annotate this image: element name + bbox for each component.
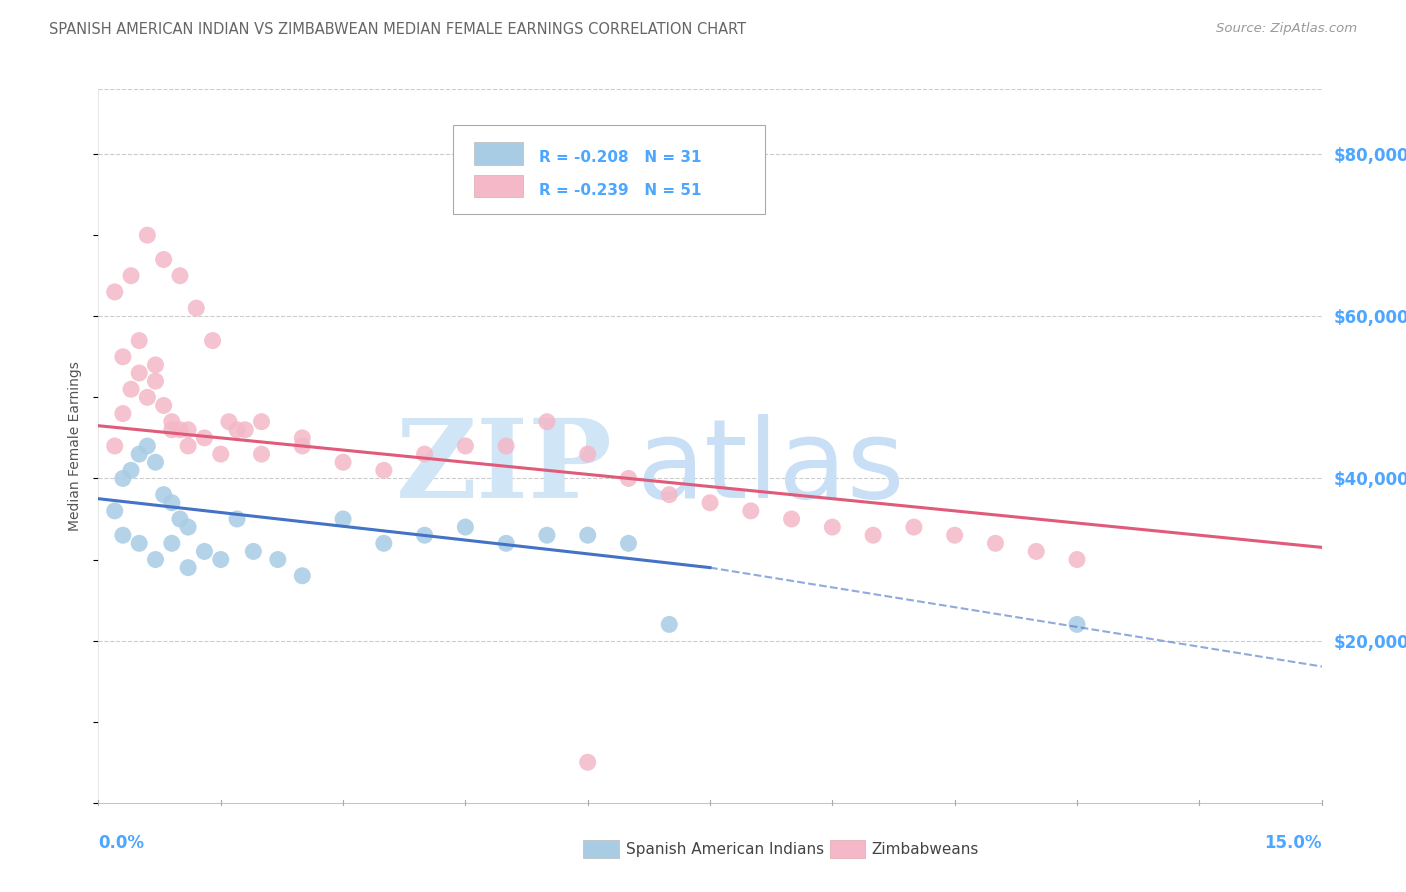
Point <box>111 471 134 485</box>
Point <box>177 520 200 534</box>
Point <box>943 528 966 542</box>
Text: SPANISH AMERICAN INDIAN VS ZIMBABWEAN MEDIAN FEMALE EARNINGS CORRELATION CHART: SPANISH AMERICAN INDIAN VS ZIMBABWEAN ME… <box>49 22 747 37</box>
Point <box>226 423 249 437</box>
Text: Source: ZipAtlas.com: Source: ZipAtlas.com <box>1216 22 1357 36</box>
Text: R = -0.239   N = 51: R = -0.239 N = 51 <box>538 184 702 198</box>
Point <box>136 439 159 453</box>
Point <box>104 504 127 518</box>
Point <box>120 268 142 283</box>
Point <box>267 552 290 566</box>
Point <box>780 512 803 526</box>
Point <box>193 431 215 445</box>
Point <box>536 528 558 542</box>
Text: Zimbabweans: Zimbabweans <box>872 842 979 856</box>
Point <box>111 407 134 421</box>
Point <box>193 544 215 558</box>
Point <box>104 439 127 453</box>
Point <box>984 536 1007 550</box>
Point <box>495 536 517 550</box>
Point <box>169 423 191 437</box>
Point <box>576 447 599 461</box>
Y-axis label: Median Female Earnings: Median Female Earnings <box>69 361 83 531</box>
Point <box>136 390 159 404</box>
Point <box>128 334 150 348</box>
Bar <box>474 142 523 164</box>
Point <box>160 423 183 437</box>
Text: R = -0.208   N = 31: R = -0.208 N = 31 <box>538 151 702 166</box>
Point <box>209 552 232 566</box>
Point <box>186 301 208 315</box>
Point <box>454 520 477 534</box>
Point <box>658 488 681 502</box>
Point <box>291 439 314 453</box>
Point <box>201 334 224 348</box>
Point <box>1025 544 1047 558</box>
Point <box>454 439 477 453</box>
Point <box>576 756 599 770</box>
Point <box>536 415 558 429</box>
Point <box>160 415 183 429</box>
Point <box>233 423 256 437</box>
Point <box>145 455 167 469</box>
Point <box>169 268 191 283</box>
Point <box>1066 552 1088 566</box>
Point <box>250 415 273 429</box>
Point <box>111 528 134 542</box>
Point <box>862 528 884 542</box>
FancyBboxPatch shape <box>453 125 765 214</box>
Point <box>576 528 599 542</box>
Point <box>104 285 127 299</box>
Point <box>136 228 159 243</box>
Point <box>177 560 200 574</box>
Point <box>152 399 174 413</box>
Text: Spanish American Indians: Spanish American Indians <box>626 842 824 856</box>
Bar <box>474 175 523 197</box>
Point <box>291 431 314 445</box>
Text: atlas: atlas <box>637 414 905 521</box>
Point <box>617 536 640 550</box>
Point <box>332 512 354 526</box>
Text: ZIP: ZIP <box>395 414 612 521</box>
Point <box>699 496 721 510</box>
Point <box>658 617 681 632</box>
Point <box>413 528 436 542</box>
Point <box>169 512 191 526</box>
Point <box>373 536 395 550</box>
Point <box>145 358 167 372</box>
Point <box>120 463 142 477</box>
Point <box>160 536 183 550</box>
Point <box>218 415 240 429</box>
Point <box>152 488 174 502</box>
Point <box>128 366 150 380</box>
Point <box>120 382 142 396</box>
Point <box>740 504 762 518</box>
Point <box>821 520 844 534</box>
Point <box>373 463 395 477</box>
Point <box>152 252 174 267</box>
Point <box>413 447 436 461</box>
Point <box>111 350 134 364</box>
Point <box>160 496 183 510</box>
Point <box>903 520 925 534</box>
Point <box>617 471 640 485</box>
Point <box>145 552 167 566</box>
Point <box>177 439 200 453</box>
Point <box>1066 617 1088 632</box>
Point <box>226 512 249 526</box>
Text: 15.0%: 15.0% <box>1264 834 1322 852</box>
Point <box>291 568 314 582</box>
Point <box>209 447 232 461</box>
Point <box>250 447 273 461</box>
Point <box>495 439 517 453</box>
Text: 0.0%: 0.0% <box>98 834 145 852</box>
Point <box>128 536 150 550</box>
Point <box>177 423 200 437</box>
Point <box>242 544 264 558</box>
Point <box>145 374 167 388</box>
Point <box>128 447 150 461</box>
Point <box>332 455 354 469</box>
